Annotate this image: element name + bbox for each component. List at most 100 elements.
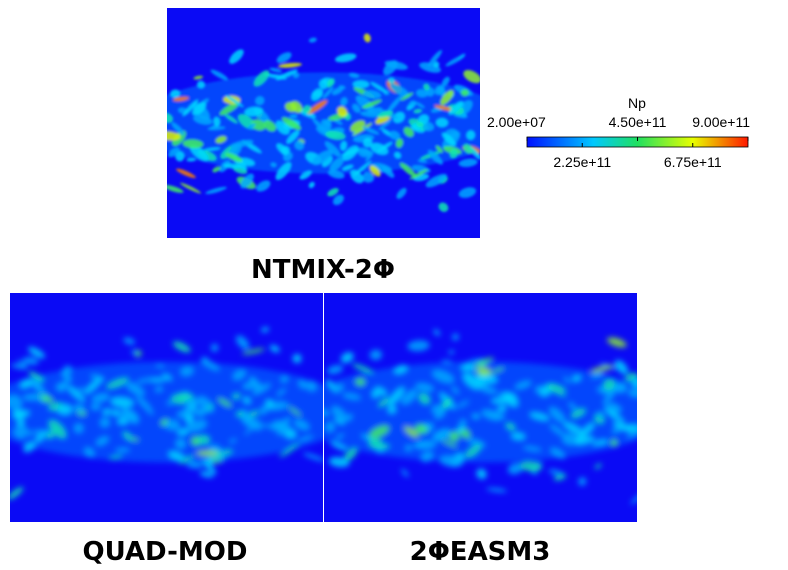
field-blob (420, 451, 434, 463)
field-blob (312, 149, 333, 165)
field-blob (330, 441, 349, 451)
field-blob (303, 452, 323, 462)
field-blob (189, 144, 209, 162)
field-blob (345, 414, 353, 421)
field-blob (489, 414, 506, 420)
field-blob (106, 377, 129, 389)
field-blob (631, 377, 637, 388)
field-blob (306, 380, 317, 392)
field-blob (210, 343, 219, 352)
field-blob (185, 414, 194, 424)
field-blob (292, 71, 300, 78)
field-blob (425, 173, 448, 188)
field-blob (460, 89, 469, 97)
field-blob (279, 443, 300, 458)
field-blob (507, 462, 524, 475)
field-blob (200, 358, 220, 371)
field-blob (109, 455, 123, 460)
field-blob (77, 387, 85, 393)
field-blob (240, 173, 254, 189)
field-blob (224, 113, 238, 124)
field-blob (280, 146, 290, 156)
field-blob (409, 169, 428, 180)
field-blob (519, 461, 542, 472)
field-blob (433, 61, 440, 68)
field-blob (289, 114, 298, 119)
field-blob (610, 438, 618, 447)
field-blob (326, 365, 344, 375)
field-blob (171, 122, 185, 136)
field-blob (186, 158, 196, 162)
field-blob (463, 143, 473, 155)
field-blob (476, 373, 498, 384)
field-blob (244, 106, 263, 117)
field-blob (232, 369, 247, 381)
field-blob (465, 444, 482, 458)
panel-label: QUAD-MOD (83, 537, 248, 567)
field-blob (405, 444, 412, 452)
field-blob (340, 140, 347, 151)
field-blob (10, 486, 24, 500)
field-blob (393, 111, 405, 124)
field-blob (434, 409, 446, 420)
field-blob (95, 436, 109, 446)
field-blob (22, 393, 44, 401)
field-blob (331, 87, 344, 95)
field-blob (193, 75, 204, 80)
field-blob (435, 430, 450, 442)
field-blob (355, 377, 366, 386)
field-blob (363, 90, 382, 99)
field-blob (334, 418, 345, 425)
field-blob (73, 423, 84, 434)
quad-mod-panel (10, 293, 323, 522)
field-blob (399, 162, 417, 178)
field-blob (563, 422, 583, 434)
field-blob (265, 399, 274, 407)
field-blob (267, 421, 286, 429)
field-blob (252, 383, 271, 396)
field-blob (387, 405, 397, 414)
field-blob (16, 360, 28, 366)
field-blob (178, 455, 194, 465)
field-blob (421, 121, 435, 132)
colorbar-tick-label: 2.00e+07 (487, 114, 546, 130)
field-blob (136, 395, 152, 412)
field (10, 327, 323, 500)
field-blob (561, 438, 573, 446)
field-blob (225, 152, 243, 163)
field-blob (232, 393, 241, 400)
field-blob (440, 90, 454, 106)
field-blob (172, 341, 191, 353)
field-blob (199, 471, 214, 478)
field-blob (335, 433, 344, 441)
field-blob (578, 477, 587, 486)
field-blob (441, 359, 453, 364)
field-blob (308, 181, 315, 189)
field-blob (431, 404, 443, 415)
field-blob (467, 438, 486, 448)
field-blob (370, 142, 389, 155)
field-blob (387, 386, 405, 406)
field-blob (476, 381, 488, 387)
field-blob (462, 372, 482, 390)
field-blob (401, 468, 409, 478)
field-blob (369, 425, 390, 439)
field-blob (263, 120, 277, 132)
field-blob (48, 420, 67, 439)
field-blob (324, 421, 336, 433)
field-blob (284, 102, 297, 113)
field-blob (365, 152, 374, 162)
field-blob (19, 378, 33, 389)
field-blob (243, 396, 251, 404)
field-blob (115, 447, 130, 453)
field-blob (230, 139, 254, 148)
field-blob (441, 439, 458, 448)
field-blob (324, 141, 341, 157)
field-blob (255, 96, 265, 106)
field-blob (607, 337, 627, 348)
field-blob (99, 417, 110, 428)
field-blob (388, 77, 395, 84)
field-blob (626, 426, 637, 439)
field-blob (352, 80, 370, 89)
field-blob (458, 158, 478, 167)
